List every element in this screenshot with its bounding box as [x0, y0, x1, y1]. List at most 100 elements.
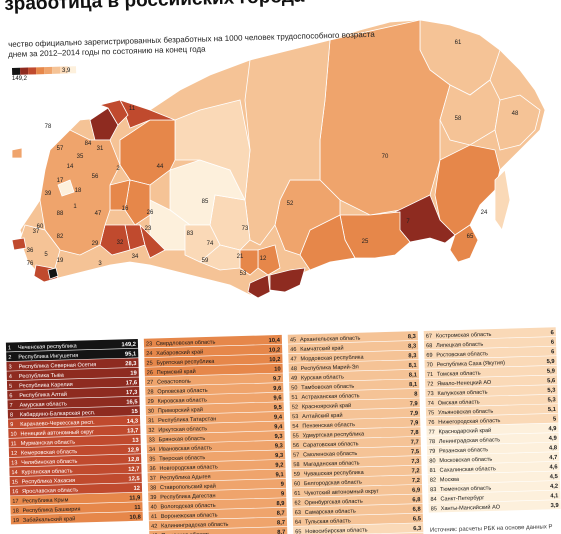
ranking-tables: 1 Чеченская республика 149,2 2 Республика Ин… [0, 305, 561, 534]
ranking-row-bg [289, 398, 420, 411]
ranking-region-name: Самарская область [305, 509, 356, 516]
ranking-row-bg [9, 482, 143, 496]
ranking-value: 7,9 [410, 401, 419, 407]
ranking-value: 7,5 [411, 449, 420, 455]
ranking-region-name: Республика Дагестан [160, 493, 215, 501]
ranking-column-3: 45 Архангельская область 8,3 46 Камчатский к… [287, 331, 424, 534]
ranking-row-bg [10, 511, 143, 525]
ranking-row-bg [288, 340, 419, 354]
map-region-label: 31 [97, 146, 104, 152]
map-region-label: 32 [117, 240, 124, 246]
ranking-rank: 24 [146, 351, 152, 357]
ranking-rank: 63 [295, 510, 301, 516]
ranking-value: 8,9 [276, 501, 285, 507]
map-region-label: 24 [481, 210, 488, 216]
ranking-value: 11,9 [129, 495, 141, 501]
legend-swatch-2 [19, 67, 29, 75]
ranking-row-bg [8, 444, 142, 458]
ranking-region-name: Иркутская область [158, 426, 207, 433]
region-kurgan [139, 223, 166, 259]
ranking-region-name: Воронежская область [161, 512, 218, 520]
ranking-row-bg [7, 406, 140, 419]
ranking-value: 6,9 [412, 487, 421, 493]
map-region-label: 85 [202, 199, 209, 205]
ranking-rank: 48 [291, 366, 297, 372]
ranking-column-1: 1 Чеченская республика 149,2 2 Республика Ин… [5, 338, 143, 525]
ranking-region-name: Вологодская область [160, 503, 215, 511]
legend-min-label: 149,2 [12, 76, 28, 82]
ranking-value: 13 [132, 438, 139, 444]
ranking-rank: 7 [10, 403, 13, 409]
ranking-rank: 58 [293, 462, 299, 468]
map-region-label: 88 [57, 211, 64, 217]
ranking-rank: 57 [293, 452, 299, 458]
ranking-region-name: Новосибирская область [305, 527, 368, 534]
ranking-value: 5,9 [547, 368, 556, 374]
ranking-region-name: Республика Ингушетия [18, 353, 78, 361]
ranking-rank: 51 [291, 395, 297, 401]
ranking-rank: 36 [149, 466, 155, 472]
ranking-row-bg [8, 415, 141, 429]
ranking-region-name: Ямало-Ненецкий АО [437, 379, 492, 388]
ranking-value: 6,8 [413, 507, 422, 513]
ranking-rank: 34 [149, 447, 155, 453]
map-region-label: 84 [85, 141, 92, 147]
ranking-value: 5,9 [546, 359, 555, 365]
ranking-row-bg [8, 425, 141, 438]
ranking-tables-svg: 1 Чеченская республика 149,22 Республика Ин… [5, 327, 561, 534]
ranking-region-name: Нижегородская область [438, 418, 500, 426]
ranking-value: 10,8 [129, 515, 141, 521]
ranking-region-name: Липецкая область [436, 342, 483, 349]
ranking-region-name: Республика Северная Осетия [18, 362, 96, 370]
ranking-value: 9,6 [273, 386, 282, 392]
ranking-value: 7,2 [411, 468, 419, 474]
unemployment-map: 61 48 78 11 58 70 84 57 35 31 14 44 17 39 18 56 52 2 85 1 88… [11, 19, 546, 299]
ranking-row-bg [288, 369, 420, 383]
ranking-region-name: Хабаровский край [156, 349, 203, 357]
region-moscow [57, 179, 75, 197]
ranking-rank: 32 [148, 428, 154, 434]
ranking-row-bg [426, 413, 559, 427]
ranking-region-name: Архангельская область [300, 336, 361, 344]
ranking-value: 4,7 [549, 455, 557, 461]
ranking-value: 9,6 [273, 395, 282, 401]
ranking-region-name: Карачаево-Черкесская респ. [20, 420, 95, 428]
ranking-region-name: Удмуртская республика [303, 431, 366, 439]
ranking-region-name: Новгородская область [159, 464, 218, 472]
ranking-value: 95,1 [125, 351, 137, 357]
ranking-row-bg [147, 478, 287, 492]
ranking-rank: 15 [12, 480, 18, 486]
map-region-label: 3 [98, 261, 102, 267]
map-region-label: 70 [382, 154, 389, 160]
map-region-label: 65 [467, 234, 474, 240]
ranking-region-name: Республика Крым [22, 497, 68, 504]
ranking-value: 12,5 [128, 476, 140, 482]
ranking-value: 7,2 [412, 478, 420, 484]
ranking-region-name: Чеченская республика [18, 343, 78, 351]
ranking-region-name: Костромская область [436, 332, 492, 340]
ranking-rank: 6 [9, 393, 12, 399]
ranking-region-name: Сахалинская область [440, 466, 497, 474]
ranking-row-bg [10, 502, 143, 515]
ranking-row-bg [145, 382, 284, 396]
ranking-value: 12,9 [128, 447, 140, 453]
region-crimea [11, 237, 27, 251]
region-yanao [174, 99, 251, 202]
ranking-rank: 37 [150, 476, 156, 482]
ranking-row-bg [148, 488, 287, 502]
map-region-label: 34 [132, 254, 139, 260]
ranking-row-bg [426, 432, 559, 446]
ranking-value: 9 [281, 491, 285, 497]
ranking-row-bg [292, 484, 423, 498]
region-buryatia [299, 214, 356, 271]
ranking-rank: 65 [295, 529, 301, 534]
ranking-value: 13,7 [127, 428, 138, 434]
ranking-rank: 14 [11, 470, 17, 476]
ranking-value: 7,3 [411, 459, 420, 465]
ranking-rank: 49 [291, 376, 297, 382]
ranking-region-name: Рязанская область [439, 447, 488, 454]
map-region-label: 11 [129, 106, 136, 112]
map-region-label: 25 [362, 239, 369, 245]
ranking-row-bg [144, 344, 283, 358]
